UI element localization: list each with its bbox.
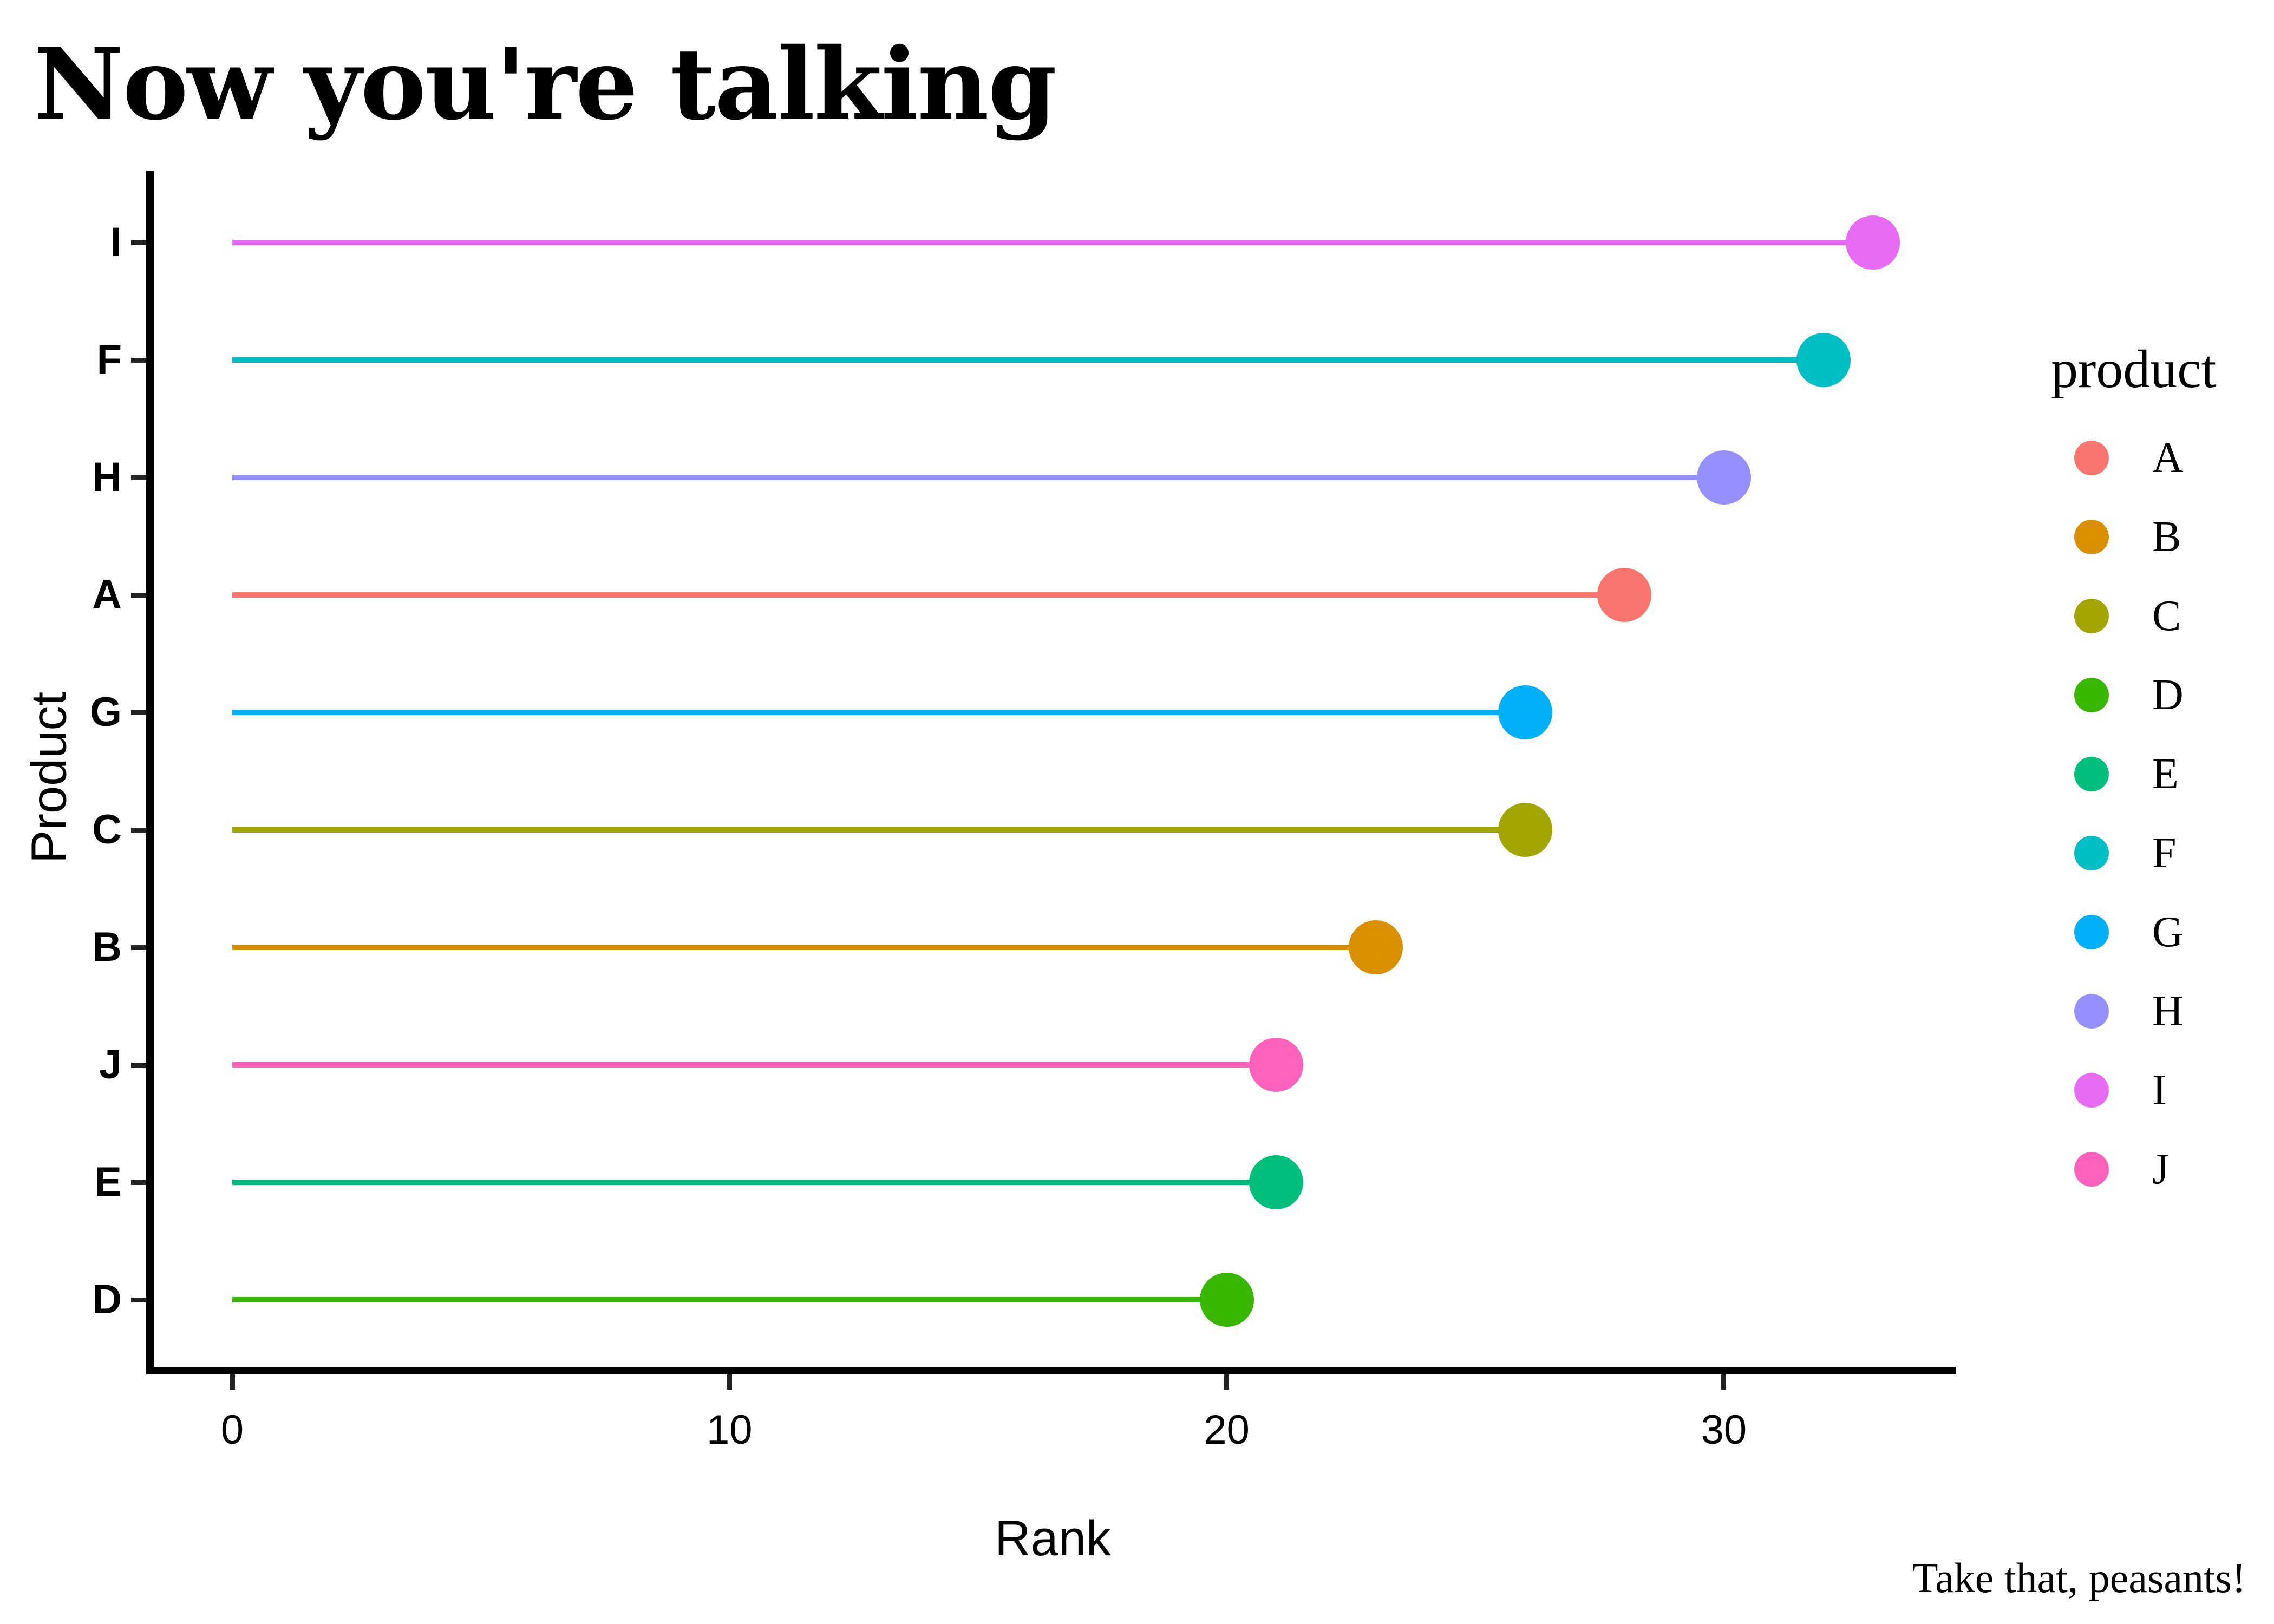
- x-tick-label: 0: [220, 1407, 244, 1453]
- legend-key-dot: [2074, 441, 2109, 475]
- legend-title: product: [2051, 339, 2217, 399]
- x-tick-mark: [230, 1374, 235, 1390]
- x-tick-mark: [1224, 1374, 1230, 1390]
- lollipop-dot: [1199, 1273, 1254, 1327]
- legend-key-dot: [2074, 599, 2109, 633]
- legend-item-label: B: [2152, 513, 2181, 561]
- legend-key-dot: [2074, 678, 2109, 712]
- lollipop-stem: [232, 1062, 1277, 1068]
- lollipop-stem: [232, 1297, 1227, 1302]
- lollipop-stem: [232, 1180, 1277, 1185]
- legend-item-label: F: [2152, 829, 2177, 877]
- lollipop-stem: [232, 710, 1525, 715]
- y-tick-label: F: [96, 337, 122, 383]
- legend-item-label: C: [2152, 592, 2181, 640]
- y-axis-line: [146, 171, 154, 1374]
- y-tick-mark: [131, 475, 146, 480]
- y-tick-label: G: [89, 689, 122, 735]
- lollipop-dot: [1846, 215, 1900, 270]
- y-tick-label: J: [99, 1042, 122, 1088]
- y-tick-mark: [131, 827, 146, 833]
- legend-key-dot: [2074, 757, 2109, 791]
- lollipop-dot: [1498, 803, 1552, 857]
- y-tick-mark: [131, 1180, 146, 1185]
- lollipop-stem: [232, 357, 1824, 363]
- y-tick-mark: [131, 240, 146, 245]
- legend-key-dot: [2074, 1073, 2109, 1108]
- chart-caption: Take that, peasants!: [1912, 1554, 2246, 1601]
- y-tick-label: B: [92, 924, 122, 970]
- y-tick-mark: [131, 1062, 146, 1068]
- x-axis-line: [146, 1367, 1956, 1374]
- y-tick-mark: [131, 592, 146, 598]
- x-tick-label: 20: [1204, 1407, 1250, 1453]
- legend-key-dot: [2074, 836, 2109, 870]
- x-tick-label: 30: [1701, 1407, 1747, 1453]
- y-tick-label: I: [110, 219, 122, 265]
- lollipop-stem: [232, 945, 1376, 950]
- y-tick-mark: [131, 945, 146, 950]
- y-tick-label: E: [94, 1159, 122, 1205]
- legend-item-label: E: [2152, 750, 2179, 798]
- lollipop-stem: [232, 475, 1724, 480]
- y-tick-mark: [131, 710, 146, 715]
- legend-item-label: I: [2152, 1066, 2167, 1114]
- lollipop-dot: [1696, 450, 1751, 505]
- chart-title: Now you're talking: [34, 26, 1057, 142]
- y-tick-label: H: [92, 454, 122, 500]
- legend-item-label: G: [2152, 908, 2184, 956]
- y-tick-label: A: [92, 572, 122, 618]
- y-tick-mark: [131, 357, 146, 363]
- legend-item-label: A: [2152, 434, 2184, 482]
- lollipop-stem: [232, 240, 1873, 245]
- x-tick-mark: [1721, 1374, 1727, 1390]
- lollipop-dot: [1796, 333, 1851, 387]
- legend-item-label: J: [2152, 1145, 2170, 1193]
- legend-key-dot: [2074, 1152, 2109, 1187]
- lollipop-dot: [1249, 1038, 1304, 1092]
- lollipop-stem: [232, 592, 1625, 598]
- lollipop-dot: [1597, 568, 1652, 622]
- legend-key-dot: [2074, 915, 2109, 949]
- x-tick-mark: [727, 1374, 732, 1390]
- legend-item-label: D: [2152, 671, 2184, 719]
- x-tick-label: 10: [707, 1407, 753, 1453]
- lollipop-dot: [1249, 1155, 1304, 1209]
- legend-key-dot: [2074, 994, 2109, 1029]
- y-tick-mark: [131, 1297, 146, 1302]
- y-tick-label: D: [92, 1276, 122, 1322]
- lollipop-dot: [1349, 920, 1403, 974]
- x-axis-title: Rank: [995, 1511, 1111, 1566]
- legend-item-label: H: [2152, 987, 2184, 1035]
- lollipop-dot: [1498, 685, 1552, 739]
- y-axis-title: Product: [21, 691, 77, 864]
- y-tick-label: C: [92, 807, 122, 853]
- lollipop-stem: [232, 827, 1525, 833]
- legend-key-dot: [2074, 520, 2109, 554]
